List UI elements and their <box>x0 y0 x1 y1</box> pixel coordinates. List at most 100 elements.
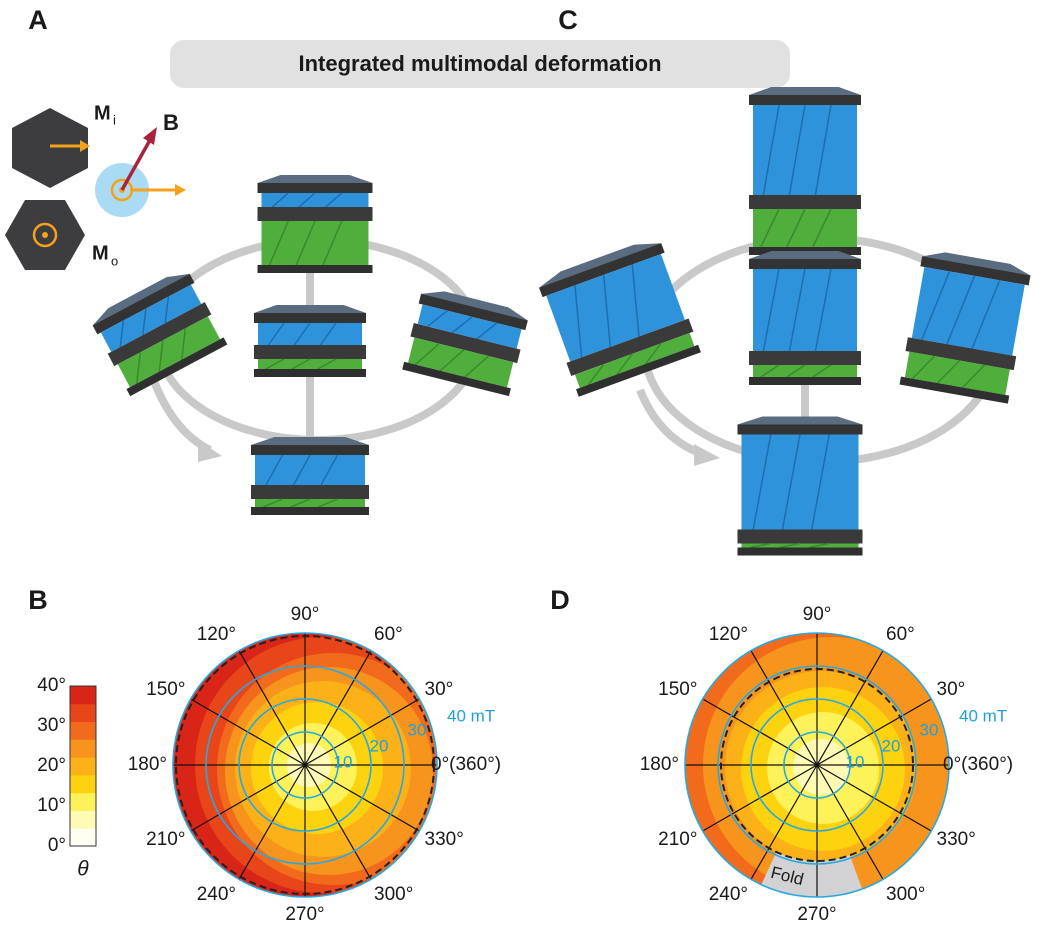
green-body <box>753 209 857 247</box>
angle-label: 0°(360°) <box>431 754 501 775</box>
blue-body <box>258 323 362 345</box>
colorbar-band <box>70 828 96 846</box>
origami-module <box>258 175 373 273</box>
blue-body <box>262 193 369 207</box>
blue-body <box>255 455 365 485</box>
blue-body <box>753 105 857 195</box>
angle-label: 120° <box>709 624 748 645</box>
panel-label: D <box>550 585 570 615</box>
angle-label: 120° <box>197 624 236 645</box>
origami-module <box>738 417 863 556</box>
colorbar-band <box>70 722 96 740</box>
origami-module <box>900 249 1032 404</box>
polar-plot: Fold10203040 mT0°(360°)30°60°90°120°150°… <box>640 604 1013 925</box>
ring-label: 10 <box>334 752 353 771</box>
ring-label: 10 <box>846 752 865 771</box>
base <box>251 507 369 515</box>
colorbar-tick-label: 30° <box>37 715 66 736</box>
angle-label: 330° <box>425 829 464 850</box>
colorbar-band <box>70 739 96 757</box>
green-body <box>262 221 369 265</box>
cap-side <box>738 425 863 435</box>
cap-side <box>254 313 366 323</box>
angle-label: 270° <box>797 904 836 925</box>
magnet-symbol: M <box>92 242 109 264</box>
angle-label: 210° <box>658 829 697 850</box>
base <box>738 548 863 556</box>
loop-arrow-head <box>694 444 720 466</box>
colorbar-tick-label: 10° <box>37 795 66 816</box>
magnet-in-plane <box>12 108 88 188</box>
base <box>749 377 861 385</box>
angle-label: 300° <box>886 884 925 905</box>
angle-label: 300° <box>374 884 413 905</box>
mid-plate <box>738 530 863 544</box>
angle-label: 90° <box>291 604 320 625</box>
out-dot <box>42 232 48 238</box>
magnet-symbol: M <box>94 102 111 124</box>
angle-label: 60° <box>374 624 403 645</box>
loop-arrow-head <box>198 440 222 462</box>
cap-side <box>749 95 861 105</box>
angle-label: 150° <box>658 679 697 700</box>
polar-plot: 10 20 30 40 mT 0°(360°) 30° 60° 90° 120° 150° 180°… <box>128 604 501 925</box>
angle-label: 30° <box>425 679 454 700</box>
origami-module <box>749 251 861 385</box>
figure: A C B D Integrated multimodal deformatio… <box>0 0 1058 928</box>
ring-label: 40 mT <box>447 706 495 725</box>
field-label: B <box>163 110 179 135</box>
mid-plate <box>749 195 861 209</box>
angle-label: 180° <box>640 754 679 775</box>
colorbar-tick-label: 0° <box>48 835 66 856</box>
panel-label: A <box>28 5 48 35</box>
panel-label: B <box>28 585 48 615</box>
colorbar-band <box>70 704 96 722</box>
angle-label: 240° <box>197 884 236 905</box>
mid-plate <box>258 207 373 221</box>
cap-side <box>258 183 373 193</box>
mid-plate <box>251 485 369 499</box>
angle-label: 60° <box>886 624 915 645</box>
origami-module <box>749 87 861 255</box>
colorbar-tick-label: 40° <box>37 675 66 696</box>
angle-label: 30° <box>937 679 966 700</box>
cap-side <box>251 445 369 455</box>
colorbar-band <box>70 757 96 775</box>
origami-module <box>251 437 369 515</box>
panel-label: C <box>558 5 578 35</box>
magnet-subscript: i <box>113 112 116 127</box>
blue-body <box>753 269 857 351</box>
colorbar-band <box>70 686 96 704</box>
mid-plate <box>749 351 861 365</box>
arrow-head <box>175 184 186 196</box>
colorbar-band <box>70 810 96 828</box>
origami-module <box>402 286 530 396</box>
angle-label: 90° <box>803 604 832 625</box>
field-arrow-head <box>143 127 157 145</box>
ring-label: 40 mT <box>959 706 1007 725</box>
angle-label: 270° <box>285 904 324 925</box>
angle-label: 150° <box>146 679 185 700</box>
base <box>254 369 366 377</box>
angle-label: 0°(360°) <box>943 754 1013 775</box>
blue-body <box>742 435 859 530</box>
mid-plate <box>254 345 366 359</box>
magnet-subscript: o <box>111 253 118 268</box>
origami-module <box>89 267 227 396</box>
ring-label: 30 <box>408 720 427 739</box>
colorbar-label: θ <box>77 858 89 881</box>
cap-side <box>749 259 861 269</box>
angle-label: 330° <box>937 829 976 850</box>
angle-label: 210° <box>146 829 185 850</box>
base <box>258 265 373 273</box>
banner: Integrated multimodal deformation <box>298 51 661 76</box>
colorbar-band <box>70 775 96 793</box>
angle-label: 240° <box>709 884 748 905</box>
ring-label: 20 <box>370 736 389 755</box>
colorbar-tick-label: 20° <box>37 755 66 776</box>
ring-label: 20 <box>882 736 901 755</box>
ring-label: 30 <box>920 720 939 739</box>
angle-label: 180° <box>128 754 167 775</box>
origami-module <box>254 305 366 377</box>
origami-module <box>536 236 701 397</box>
